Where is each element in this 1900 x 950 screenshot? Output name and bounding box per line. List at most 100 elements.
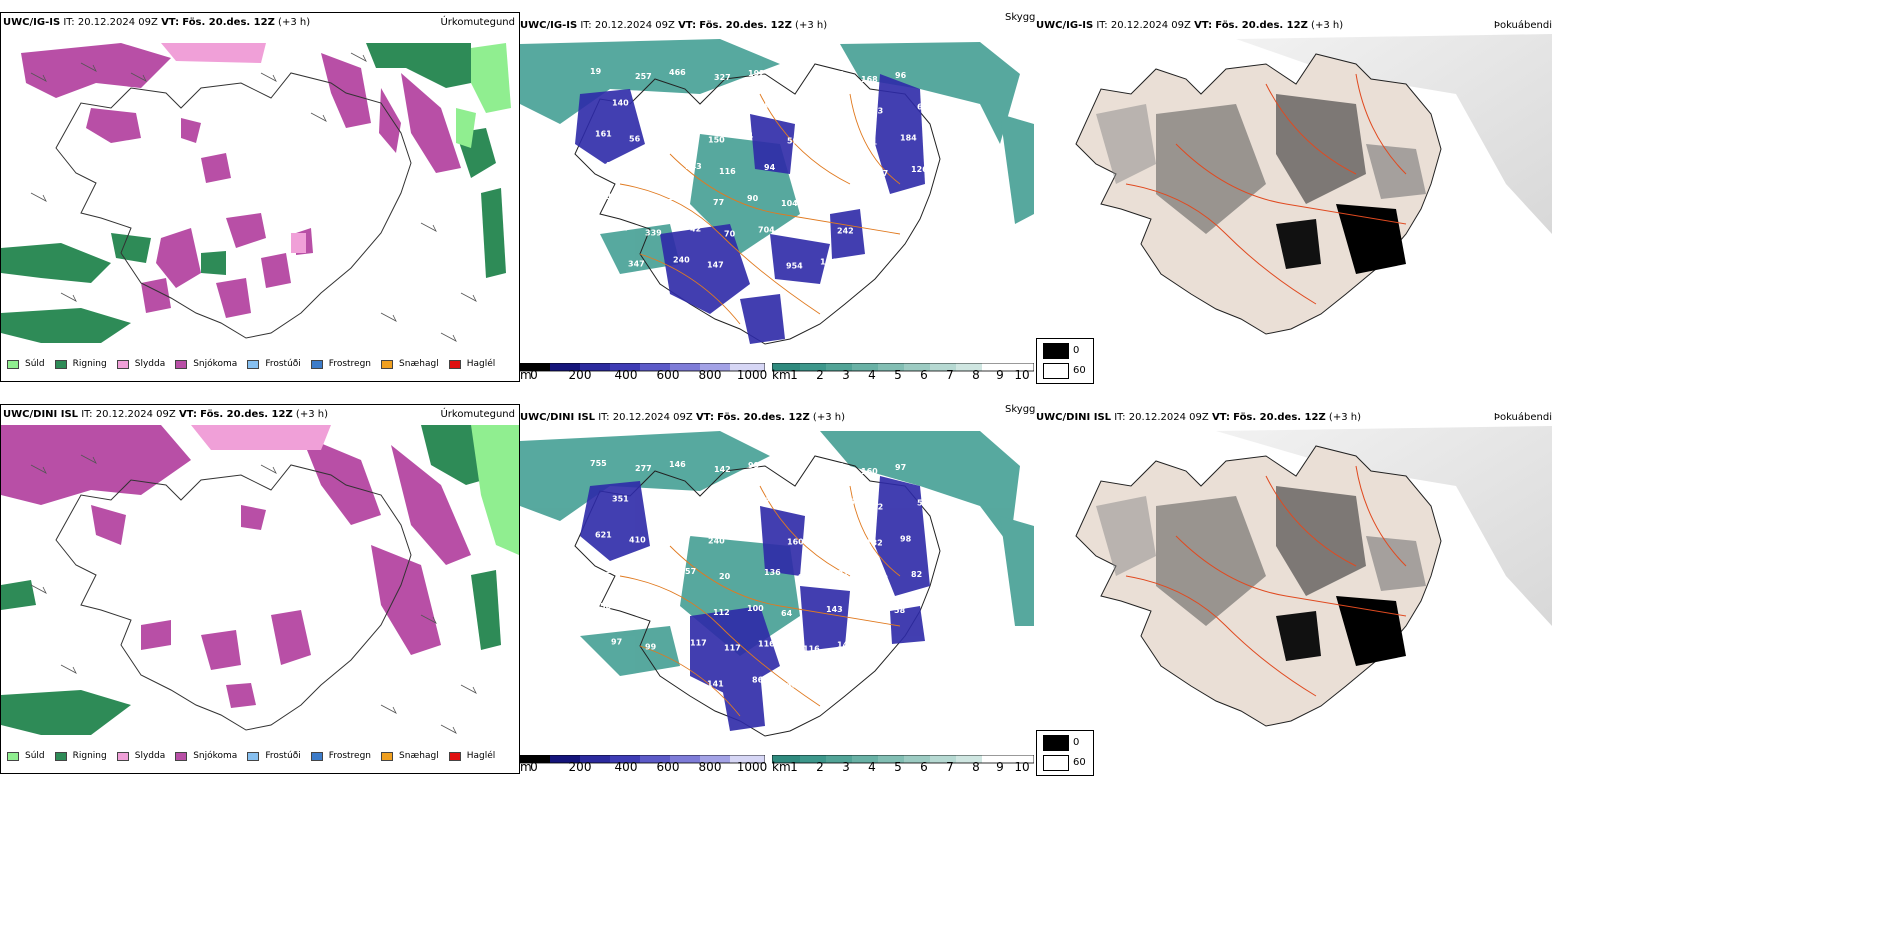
legend-swatch: [448, 359, 461, 369]
visibility-value-label: 152: [798, 168, 815, 177]
visibility-value-label: 81: [866, 138, 878, 147]
cloud-base-tick: 600: [656, 760, 680, 772]
header-4: UWC/DINI ISL IT: 20.12.2024 09Z VT: Fös.…: [3, 409, 328, 421]
visibility-tick: 2: [816, 368, 824, 380]
legend-item-frostregn: Frostregn: [310, 751, 371, 761]
legend-swatch: [175, 359, 188, 369]
cloud-base-tick: 200: [568, 760, 592, 772]
visibility-tick: 10: [1014, 368, 1030, 380]
legend-label: Snæhagl: [399, 359, 439, 369]
header-2: UWC/IG-IS IT: 20.12.2024 09Z VT: Fös. 20…: [520, 20, 827, 32]
vt-label: VT:: [695, 412, 714, 423]
legend-item-snaehagl: Snæhagl: [381, 359, 439, 369]
model-name: UWC/DINI ISL: [520, 412, 596, 423]
drizzle-areas: [456, 43, 511, 148]
it-value: 20.12.2024 09Z: [95, 409, 176, 420]
fog-map-1: [1036, 34, 1552, 364]
visibility-value-label: 136: [838, 498, 855, 507]
legend-item-snaehagl: Snæhagl: [381, 751, 439, 761]
visibility-tick: 8: [972, 760, 980, 772]
visibility-value-label: 136: [764, 568, 781, 577]
legend-item-haglel: Haglél: [448, 751, 495, 761]
visibility-value-label: 77: [832, 164, 843, 173]
legend-item-haglel: Haglél: [448, 359, 495, 369]
visibility-value-label: 90: [747, 194, 759, 203]
cloud-base-tick: 600: [656, 368, 680, 380]
lead-time: (+3 h): [795, 20, 828, 31]
visibility-value-label: 116: [719, 167, 736, 176]
cloud-base-tick: 0: [530, 760, 538, 772]
legend-label: Frostregn: [328, 359, 372, 369]
visibility-value-label: 120: [674, 531, 691, 540]
fog-legend-high: 60: [1073, 365, 1086, 376]
visibility-tick: 9: [996, 368, 1004, 380]
vt-label: VT:: [678, 20, 697, 31]
legend-label: Slydda: [134, 751, 166, 761]
cloud-base-bar: [520, 754, 766, 764]
fog-legend-low: 0: [1073, 737, 1080, 748]
visibility-bar: [771, 362, 1034, 372]
fog-legend-2: 0 60: [1036, 730, 1094, 776]
visibility-value-label: 104: [820, 258, 837, 267]
visibility-value-label: 157: [651, 166, 668, 175]
visibility-value-label: 142: [714, 465, 731, 474]
visibility-value-label: 339: [645, 228, 662, 237]
visibility-value-label: 257: [635, 72, 652, 81]
vt-label: VT:: [161, 17, 180, 28]
cloud-base-unit: m: [520, 368, 532, 380]
legend-item-slydda: Slydda: [116, 751, 166, 761]
visibility-value-label: 327: [714, 73, 731, 82]
visibility-value-label: 85: [628, 678, 640, 687]
legend-label: Snjókoma: [193, 751, 238, 761]
visibility-tick: 3: [842, 760, 850, 772]
panel-title: Úrkomutegund: [440, 409, 515, 420]
model-name: UWC/IG-IS: [1036, 20, 1094, 31]
fog-legend-swatch-high: [1043, 363, 1069, 379]
header-3: UWC/IG-IS IT: 20.12.2024 09Z VT: Fös. 20…: [1036, 20, 1343, 32]
precip-map-1: [1, 33, 519, 353]
coastline: [574, 63, 941, 345]
visibility-value-label: 314: [606, 566, 623, 575]
visibility-value-label: 131: [899, 259, 916, 268]
wind-barbs: [30, 454, 477, 734]
visibility-value-label: 70: [724, 229, 736, 238]
fog-panel-2: UWC/DINI ISL IT: 20.12.2024 09Z VT: Fös.…: [1036, 404, 1552, 772]
legend-swatch: [247, 359, 260, 369]
cloud-base-tick: 1000: [736, 368, 768, 380]
visibility-value-label: 97: [611, 638, 622, 647]
visibility-value-label: 88: [634, 607, 646, 616]
visibility-value-label: 20: [719, 572, 731, 581]
visibility-value-label: 170: [646, 500, 663, 509]
legend-swatch: [116, 359, 129, 369]
visibility-tick: 10: [1014, 760, 1030, 772]
fog-rivers: [1125, 465, 1407, 697]
visibility-value-label: 56: [838, 101, 850, 110]
visibility-value-label: 75: [668, 603, 680, 612]
it-label: IT:: [1096, 20, 1108, 31]
visibility-tick: 7: [946, 368, 954, 380]
cloud-base-tick: 800: [698, 760, 722, 772]
vt-value: Fös. 20.des. 12Z: [1215, 20, 1308, 31]
it-label: IT:: [598, 412, 610, 423]
visibility-value-label: 82: [911, 570, 922, 579]
visibility-bar: [771, 754, 1034, 764]
it-value: 20.12.2024 09Z: [612, 412, 693, 423]
vt-value: Fös. 20.des. 12Z: [1233, 412, 1326, 423]
visibility-value-label: 143: [826, 605, 843, 614]
precip-type-panel-1: UWC/IG-IS IT: 20.12.2024 09Z VT: Fös. 20…: [0, 12, 520, 382]
legend-item-rigning: Rigning: [54, 751, 107, 761]
visibility-value-label: 94: [764, 163, 776, 172]
visibility-unit: km: [772, 760, 791, 772]
visibility-value-label: 192: [748, 69, 765, 78]
fog-legend-1: 0 60: [1036, 338, 1094, 384]
visibility-value-label: 76: [680, 99, 692, 108]
model-name: UWC/DINI ISL: [1036, 412, 1112, 423]
visibility-value-label: 128: [916, 642, 933, 651]
visibility-tick: 2: [816, 760, 824, 772]
coastline: [55, 72, 412, 339]
cloud-base-bar: [520, 362, 766, 372]
visibility-values: 755 277 146 142 99 257 396 160 97 351 170 163 418 370…: [590, 459, 933, 689]
cloud-base-areas: [575, 74, 925, 344]
visibility-value-label: 26: [871, 646, 883, 655]
visibility-tick: 7: [946, 760, 954, 772]
